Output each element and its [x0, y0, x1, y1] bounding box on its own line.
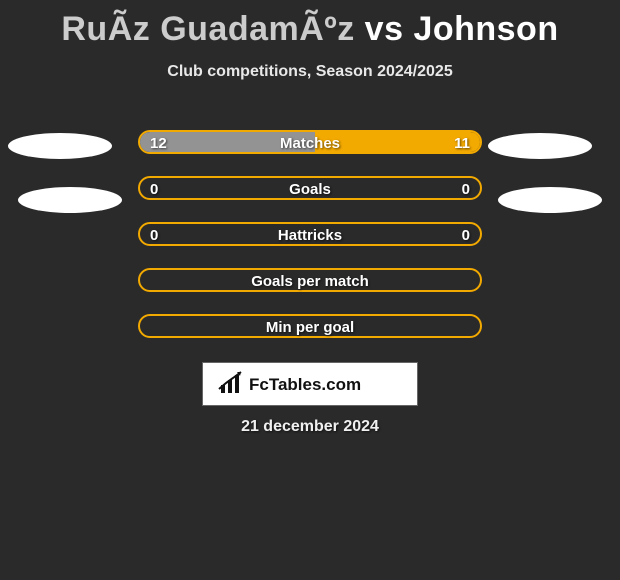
stat-bar: 1211Matches: [138, 130, 482, 154]
brand-logo: FcTables.com: [215, 369, 405, 399]
stat-bar: 00Goals: [138, 176, 482, 200]
stat-bar: Goals per match: [138, 268, 482, 292]
brand-box: FcTables.com: [202, 362, 418, 406]
stat-row: Min per goal: [0, 314, 620, 360]
avatar-ellipse: [8, 133, 112, 159]
stat-bar: 00Hattricks: [138, 222, 482, 246]
stat-label: Matches: [140, 132, 480, 156]
stat-label: Goals per match: [140, 270, 480, 294]
date-text: 21 december 2024: [0, 418, 620, 436]
chart-icon: [219, 372, 241, 393]
avatar-ellipse: [18, 187, 122, 213]
subtitle: Club competitions, Season 2024/2025: [0, 63, 620, 81]
avatar-ellipse: [488, 133, 592, 159]
title-row: RuÃ­z GuadamÃºz vs Johnson: [0, 10, 620, 49]
avatar-ellipse: [498, 187, 602, 213]
comparison-infographic: RuÃ­z GuadamÃºz vs Johnson Club competit…: [0, 10, 620, 580]
stat-row: 00Hattricks: [0, 222, 620, 268]
stat-bar: Min per goal: [138, 314, 482, 338]
stat-row: Goals per match: [0, 268, 620, 314]
stat-label: Hattricks: [140, 224, 480, 248]
stat-label: Goals: [140, 178, 480, 202]
vs-text: vs: [365, 10, 404, 48]
brand-text: FcTables.com: [249, 375, 361, 394]
stats-region: 1211Matches 00Goals 00Hattricks Goals per m…: [0, 130, 620, 360]
player2-name: Johnson: [413, 10, 558, 48]
player1-name: RuÃ­z GuadamÃºz: [61, 10, 354, 48]
stat-label: Min per goal: [140, 316, 480, 340]
